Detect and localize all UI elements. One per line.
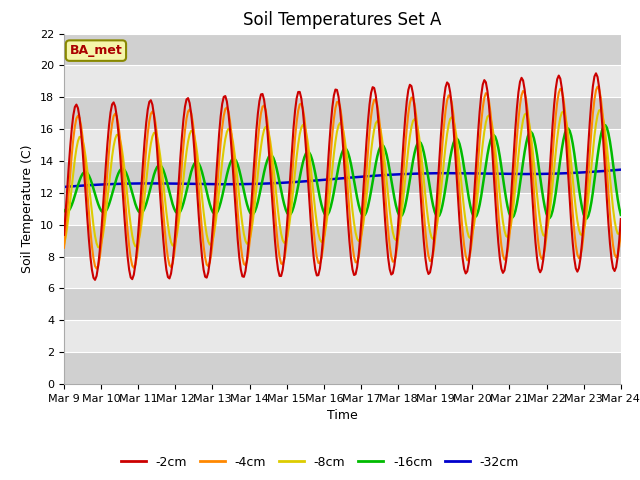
Bar xyxy=(64,97,621,129)
Line: -4cm: -4cm xyxy=(64,87,621,269)
Bar xyxy=(64,34,621,65)
-16cm xyxy=(226,161,234,167)
-8cm xyxy=(60,242,68,248)
-4cm xyxy=(594,84,602,90)
-16cm xyxy=(617,212,625,218)
-16cm xyxy=(60,207,68,213)
-16cm xyxy=(583,216,591,221)
-2cm xyxy=(228,146,236,152)
Line: -16cm: -16cm xyxy=(64,125,621,218)
-4cm xyxy=(588,129,595,135)
-2cm xyxy=(588,99,595,105)
-2cm xyxy=(255,98,263,104)
Legend: -2cm, -4cm, -8cm, -16cm, -32cm: -2cm, -4cm, -8cm, -16cm, -32cm xyxy=(116,451,524,474)
-8cm xyxy=(305,149,313,155)
-2cm xyxy=(91,277,99,283)
-4cm xyxy=(60,245,68,251)
-16cm xyxy=(588,200,595,205)
-8cm xyxy=(588,164,595,169)
-16cm xyxy=(129,190,136,196)
-4cm xyxy=(228,131,236,137)
-4cm xyxy=(93,266,100,272)
-32cm xyxy=(226,181,234,187)
Y-axis label: Soil Temperature (C): Soil Temperature (C) xyxy=(22,144,35,273)
-2cm xyxy=(592,71,600,76)
-4cm xyxy=(130,265,138,271)
-8cm xyxy=(617,227,625,233)
-32cm xyxy=(254,181,262,187)
X-axis label: Time: Time xyxy=(327,409,358,422)
-16cm xyxy=(254,199,262,204)
-16cm xyxy=(244,206,252,212)
-32cm xyxy=(60,184,68,190)
-2cm xyxy=(60,232,68,238)
-4cm xyxy=(246,235,254,240)
-32cm xyxy=(244,181,252,187)
-32cm xyxy=(586,169,594,175)
-2cm xyxy=(305,193,313,199)
-8cm xyxy=(255,156,263,162)
-4cm xyxy=(305,168,313,173)
Bar xyxy=(64,288,621,320)
Text: BA_met: BA_met xyxy=(70,44,122,57)
Line: -2cm: -2cm xyxy=(64,73,621,280)
-32cm xyxy=(617,167,625,172)
-8cm xyxy=(246,235,254,240)
Line: -8cm: -8cm xyxy=(64,110,621,247)
-2cm xyxy=(246,219,254,225)
-2cm xyxy=(617,216,625,222)
-8cm xyxy=(228,132,236,137)
-4cm xyxy=(617,230,625,236)
Bar xyxy=(64,225,621,257)
-2cm xyxy=(130,272,138,278)
Bar xyxy=(64,161,621,193)
Bar xyxy=(64,352,621,384)
-4cm xyxy=(255,122,263,128)
Line: -32cm: -32cm xyxy=(64,169,621,187)
-8cm xyxy=(96,244,104,250)
-32cm xyxy=(129,180,136,186)
-16cm xyxy=(303,149,311,155)
-8cm xyxy=(130,240,138,246)
-16cm xyxy=(602,122,609,128)
-32cm xyxy=(303,178,311,184)
-8cm xyxy=(596,107,604,113)
Title: Soil Temperatures Set A: Soil Temperatures Set A xyxy=(243,11,442,29)
